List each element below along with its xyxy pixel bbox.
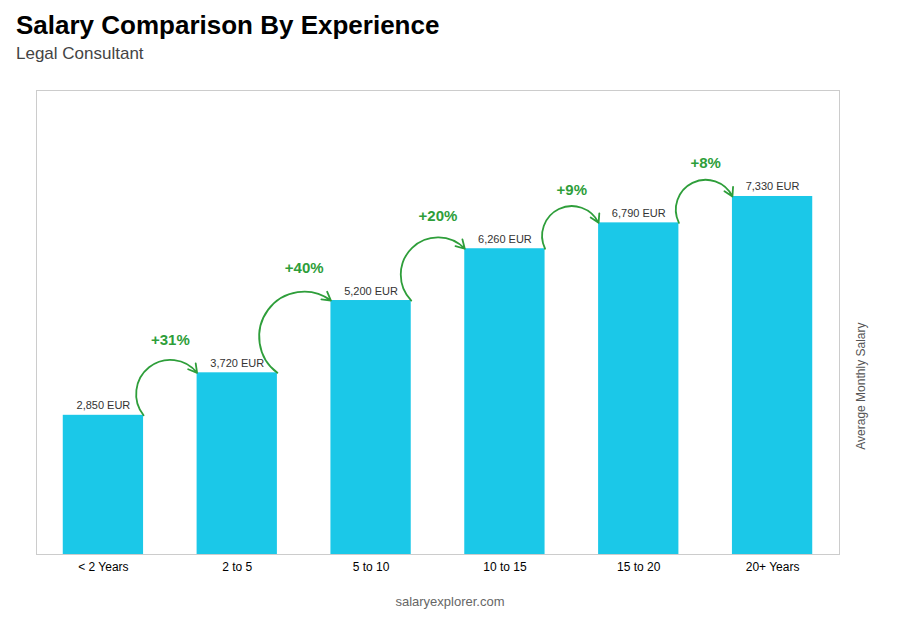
html-text:Legal Consultant: Legal Consultant xyxy=(16,44,144,63)
svg-text:3,720 EUR: 3,720 EUR xyxy=(210,357,264,369)
svg-text:+40%: +40% xyxy=(285,259,324,276)
svg-text:5,200 EUR: 5,200 EUR xyxy=(344,285,398,297)
svg-text:5 to 10: 5 to 10 xyxy=(353,560,390,574)
svg-text:20+ Years: 20+ Years xyxy=(746,560,800,574)
svg-text:15 to 20: 15 to 20 xyxy=(617,560,661,574)
svg-text:+9%: +9% xyxy=(557,181,587,198)
svg-text:< 2 Years: < 2 Years xyxy=(78,560,128,574)
svg-text:2 to 5: 2 to 5 xyxy=(222,560,252,574)
svg-text:10 to 15: 10 to 15 xyxy=(483,560,527,574)
svg-text:+31%: +31% xyxy=(151,331,190,348)
html-text:salaryexplorer.com: salaryexplorer.com xyxy=(395,594,505,609)
svg-text:+20%: +20% xyxy=(419,207,458,224)
svg-text:6,260 EUR: 6,260 EUR xyxy=(478,233,532,245)
svg-text:+8%: +8% xyxy=(690,154,720,171)
svg-text:7,330 EUR: 7,330 EUR xyxy=(746,180,800,192)
svg-text:2,850 EUR: 2,850 EUR xyxy=(77,399,131,411)
svg-text:Average Monthly Salary: Average Monthly Salary xyxy=(854,323,868,450)
svg-text:6,790 EUR: 6,790 EUR xyxy=(612,207,666,219)
html-text:Salary Comparison By Experienc: Salary Comparison By Experience xyxy=(16,10,440,40)
